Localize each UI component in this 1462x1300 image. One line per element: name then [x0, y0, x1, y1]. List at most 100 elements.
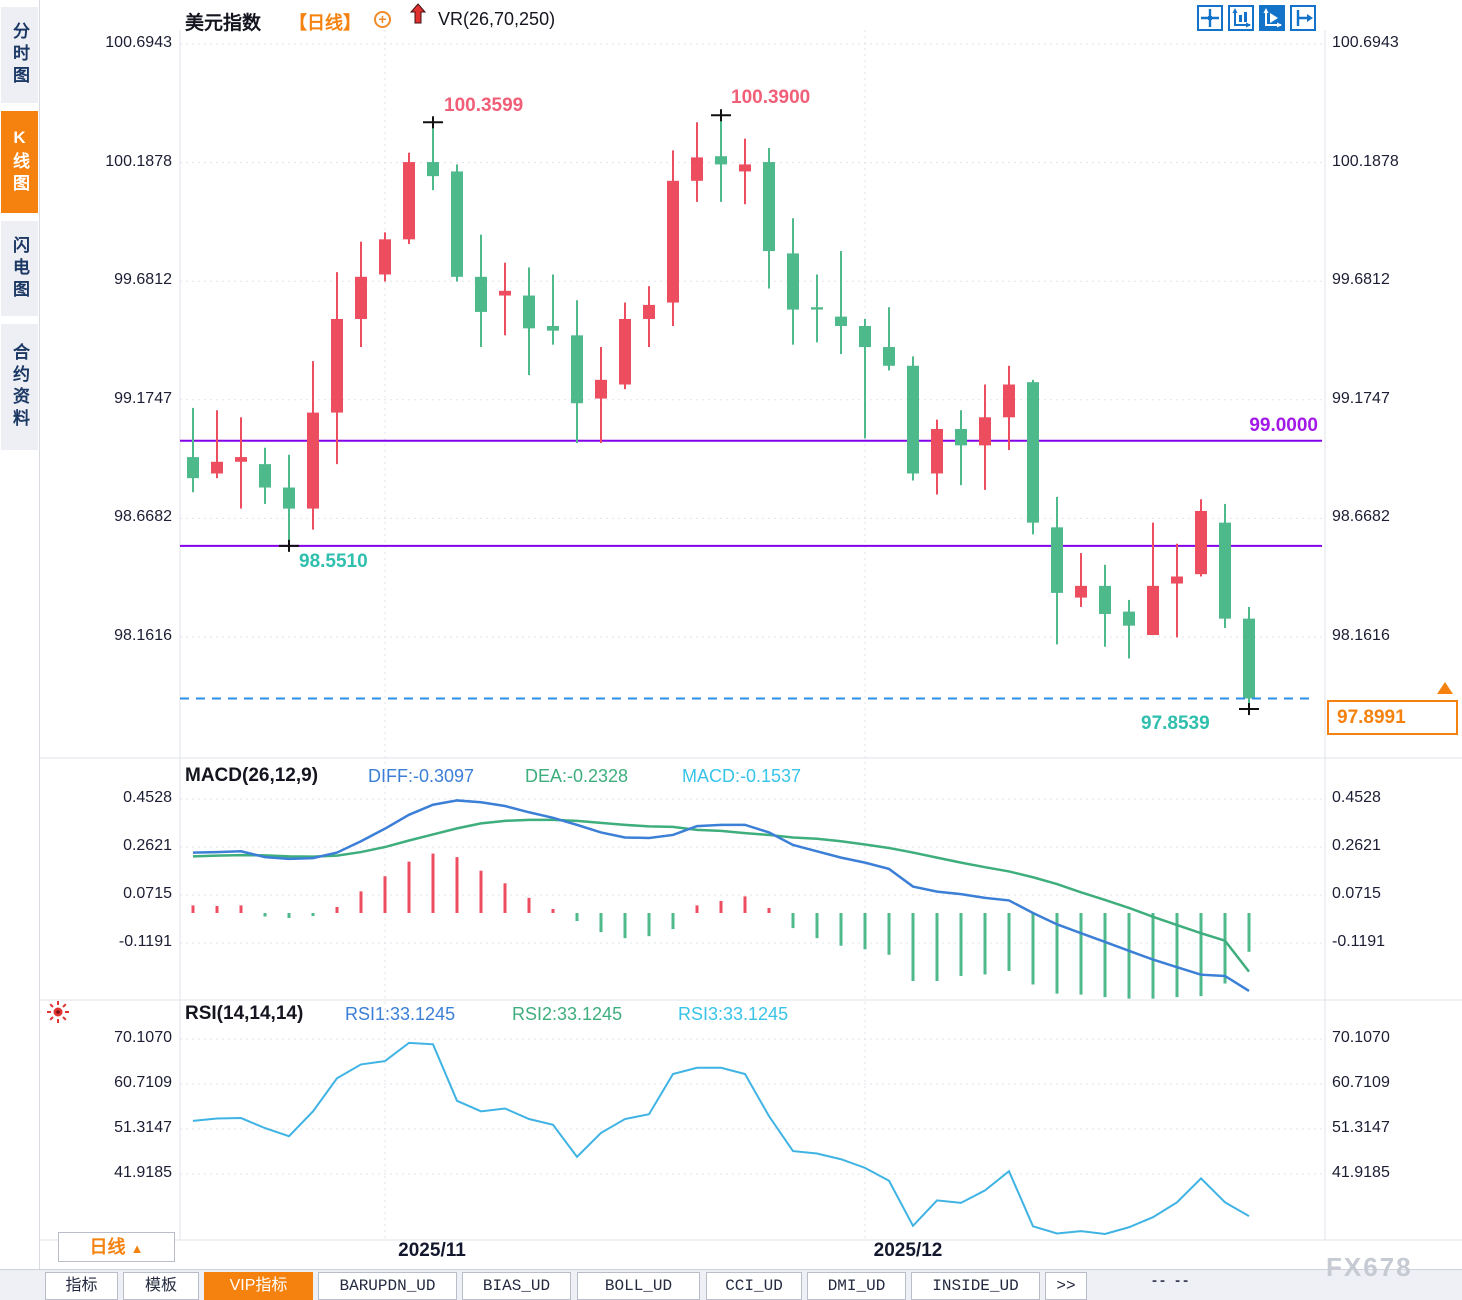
sidebar-tab-3[interactable]: 闪电图: [1, 221, 38, 316]
candle-body: [859, 325, 871, 348]
candle-body: [1171, 576, 1183, 584]
macd-title[interactable]: MACD(26,12,9): [185, 765, 319, 786]
rsi-line: [192, 1041, 1250, 1235]
chevron-up-icon: ▲: [130, 1241, 144, 1256]
axis-play-icon[interactable]: [1259, 5, 1285, 31]
candle-body: [835, 316, 847, 326]
axis-tick-label: 41.9185: [1332, 1164, 1390, 1181]
axis-tick-label: 100.6943: [1332, 34, 1399, 51]
axis-tick-label: 100.6943: [105, 34, 172, 51]
bottom-tab->>[interactable]: >>: [1045, 1272, 1087, 1300]
macd-dea-value: DEA:-0.2328: [525, 766, 629, 786]
candle-body: [427, 162, 439, 177]
axis-tick-label: -0.1191: [118, 932, 172, 950]
candle-body: [475, 276, 487, 312]
candle-body: [691, 157, 703, 181]
x-axis-date-label: 2025/12: [873, 1240, 943, 1261]
candle-body: [187, 457, 199, 479]
candle-body: [739, 164, 751, 172]
axis-tick-label: 99.1747: [114, 389, 172, 407]
candle-body: [403, 162, 415, 240]
axis-tick-label: 0.4528: [123, 788, 172, 806]
candle-body: [763, 162, 775, 252]
support-line-label: 99.0000: [1249, 415, 1318, 436]
period-selector[interactable]: 日线 ▲: [58, 1232, 175, 1262]
x-axis-date-label: 2025/11: [398, 1240, 466, 1261]
axis-tick-label: 60.7109: [114, 1074, 172, 1091]
candle-body: [1195, 510, 1207, 575]
axis-tick-label: 99.6812: [1332, 271, 1390, 289]
indicator-settings-icon[interactable]: [46, 1000, 70, 1029]
sidebar-tab-2[interactable]: K线图: [1, 111, 38, 213]
bottom-tab-barupdn_ud[interactable]: BARUPDN_UD: [318, 1272, 457, 1300]
candle-body: [643, 304, 655, 319]
symbol-title: 美元指数: [185, 13, 262, 34]
sidebar-tab-4[interactable]: 合约资料: [1, 324, 38, 450]
candle-body: [955, 428, 967, 446]
axis-tick-label: 98.6682: [114, 508, 172, 526]
candle-body: [523, 295, 535, 329]
candle-body: [571, 335, 583, 404]
period-tag[interactable]: 【日线】: [289, 13, 361, 33]
candle-body: [883, 347, 895, 366]
candle-body: [499, 290, 511, 296]
bottom-tab-dmi_ud[interactable]: DMI_UD: [807, 1272, 906, 1300]
bottom-tab-boll_ud[interactable]: BOLL_UD: [577, 1272, 700, 1300]
macd-diff-value: DIFF:-0.3097: [368, 766, 475, 786]
low-price-annotation: 97.8539: [1141, 713, 1210, 734]
axis-tick-label: 0.2621: [1332, 837, 1381, 854]
sidebar-tab-1[interactable]: 分时图: [1, 7, 38, 103]
indicator-tab-bar: 指标 模板 VIP指标 BARUPDN_UD BIAS_UD BOLL_UD CCI_UD D…: [0, 1269, 1462, 1300]
axis-tick-label: 98.1616: [114, 627, 172, 644]
axis-tick-label: 98.1616: [1332, 627, 1390, 644]
candle-body: [379, 239, 391, 275]
macd-diff-line: [192, 799, 1250, 993]
candle-body: [619, 318, 631, 385]
axis-tick-label: 100.1878: [1332, 152, 1399, 170]
candle-body: [1147, 585, 1159, 636]
axis-tick-label: 60.7109: [1332, 1074, 1390, 1091]
candle-body: [1003, 384, 1015, 418]
candle-body: [307, 412, 319, 509]
candle-body: [283, 487, 295, 509]
bottom-tab--[interactable]: 模板: [123, 1272, 199, 1300]
candle-body: [907, 365, 919, 474]
candle-body: [331, 318, 343, 413]
bottom-tab-bias_ud[interactable]: BIAS_UD: [462, 1272, 571, 1300]
candle-body: [235, 457, 247, 462]
bottom-tab-cci_ud[interactable]: CCI_UD: [706, 1272, 802, 1300]
axis-tick-label: -0.1191: [1332, 932, 1386, 950]
current-price-tag[interactable]: 97.8991: [1327, 700, 1458, 735]
watermark-logo: FX678: [1326, 1252, 1413, 1282]
candle-body: [1219, 522, 1231, 619]
candle-body: [595, 379, 607, 399]
candle-body: [211, 461, 223, 474]
axis-scale-icon[interactable]: [1228, 5, 1254, 31]
axis-tick-label: 0.0715: [123, 884, 172, 902]
candle-body: [1027, 382, 1039, 523]
rsi2-value: RSI2:33.1245: [512, 1004, 623, 1024]
high-price-annotation: 100.3900: [731, 87, 811, 108]
axis-tick-label: 99.1747: [1332, 389, 1390, 407]
low-price-annotation: 98.5510: [299, 551, 368, 572]
move-crosshair-icon[interactable]: [1197, 5, 1223, 31]
bottom-tab-vip-[interactable]: VIP指标: [204, 1272, 313, 1300]
candle-body: [1123, 611, 1135, 626]
pan-right-icon[interactable]: [1290, 5, 1316, 31]
rsi1-value: RSI1:33.1245: [345, 1004, 456, 1024]
axis-tick-label: 0.2621: [123, 837, 172, 854]
vr-indicator-label[interactable]: VR(26,70,250): [438, 9, 556, 29]
add-indicator-icon[interactable]: +: [374, 11, 391, 28]
bottom-tab--[interactable]: 指标: [45, 1272, 118, 1300]
candle-body: [451, 171, 463, 277]
candle-body: [1099, 585, 1111, 614]
rsi-title[interactable]: RSI(14,14,14): [185, 1003, 304, 1024]
sidebar: 分时图 K线图闪电图合约资料: [0, 0, 40, 1300]
candle-body: [1051, 527, 1063, 593]
axis-tick-label: 0.4528: [1332, 788, 1381, 806]
axis-tick-label: 51.3147: [1332, 1119, 1390, 1136]
candle-body: [547, 325, 559, 331]
rsi3-value: RSI3:33.1245: [678, 1004, 789, 1024]
bottom-tab-inside_ud[interactable]: INSIDE_UD: [911, 1272, 1040, 1300]
